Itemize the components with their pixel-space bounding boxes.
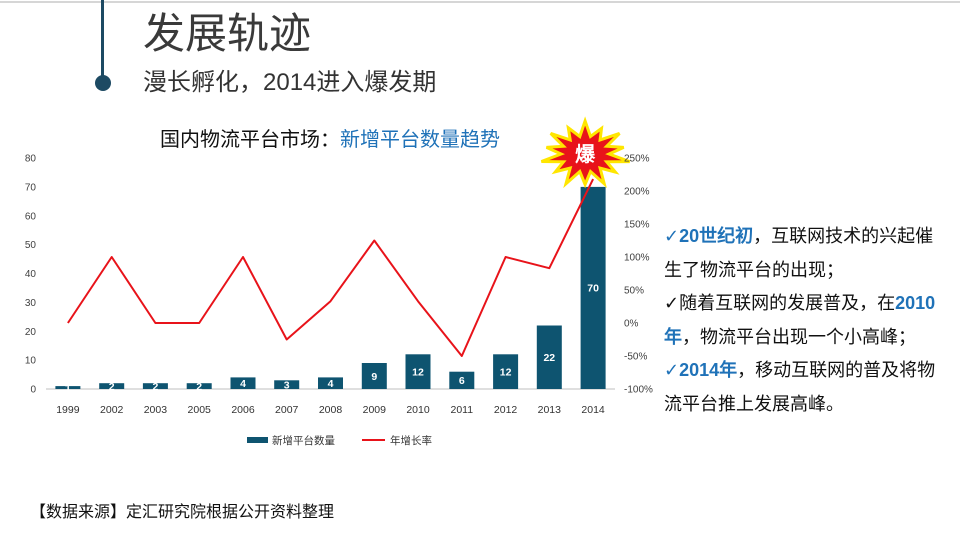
bar-2003 — [142, 383, 168, 389]
y-left-tick-label-8: 80 — [25, 154, 37, 165]
explosion-burst-shape — [540, 116, 631, 189]
data-label-2013: 22 — [543, 352, 555, 364]
platform-growth-chart: 0 10 20 30 40 50 60 70 80 1 1999 2 2002 2 2003 2 2005 4 20… — [25, 116, 653, 447]
data-label-2006: 4 — [240, 378, 246, 390]
legend-label-bar: 新增平台数量 — [272, 434, 335, 447]
key-point-highlight: ✓2014年 — [664, 360, 738, 380]
key-point-highlight: 2010年 — [664, 293, 936, 347]
x-tick-label-2002: 2002 — [100, 404, 124, 416]
y-left-tick-label-6: 60 — [25, 211, 37, 222]
bar-2006 — [230, 377, 256, 389]
data-label-2002: 2 — [109, 381, 115, 393]
x-tick-label-2010: 2010 — [406, 404, 430, 416]
data-label-2003: 2 — [152, 381, 158, 393]
x-tick-label-2014: 2014 — [581, 404, 605, 416]
y-right-tick-label-4: 100% — [624, 253, 650, 264]
y-right-tick-label-6: 200% — [624, 187, 650, 198]
key-point-text: ✓随着互联网的发展普及，在 — [664, 293, 896, 313]
key-point-3: ✓2014年，移动互联网的普及将物流平台推上发展高峰。 — [664, 354, 948, 421]
y-left-tick-label-7: 70 — [25, 182, 37, 193]
growth-rate-line — [67, 178, 594, 357]
legend-swatch-bar — [247, 437, 268, 443]
y-left-tick-label-2: 20 — [25, 327, 37, 338]
y-left-tick-label-0: 0 — [30, 385, 36, 396]
y-left-tick-label-4: 40 — [25, 269, 37, 280]
bar-1999 — [55, 386, 81, 389]
y-right-tick-label-2: 0% — [624, 319, 639, 330]
top-rule — [0, 1, 960, 3]
bar-2002 — [99, 383, 125, 389]
x-tick-label-2003: 2003 — [144, 404, 168, 416]
bar-2005 — [186, 383, 212, 389]
bar-2014 — [580, 186, 606, 389]
data-label-2009: 9 — [371, 371, 377, 383]
slide-title: 发展轨迹 — [143, 10, 312, 57]
y-right-tick-label-1: -50% — [624, 352, 647, 363]
bar-2009 — [361, 363, 387, 389]
key-point-text: ，移动互联网的普及将物流平台推上发展高峰。 — [664, 360, 936, 414]
chart-title: 国内物流平台市场：新增平台数量趋势 — [160, 126, 500, 153]
y-left-tick-label-5: 50 — [25, 240, 37, 251]
key-point-highlight: ✓20世纪初 — [664, 226, 754, 246]
bar-2011 — [449, 371, 475, 389]
x-tick-label-2005: 2005 — [188, 404, 212, 416]
data-label-1999: 1 — [65, 382, 71, 394]
slide-subtitle: 漫长孵化，2014进入爆发期 — [143, 69, 437, 96]
timeline-decoration-dot — [95, 75, 111, 91]
data-label-2007: 3 — [284, 380, 290, 392]
x-tick-label-1999: 1999 — [56, 404, 80, 416]
chart-title-prefix: 国内物流平台市场： — [160, 127, 340, 151]
y-left-tick-label-3: 30 — [25, 298, 37, 309]
bar-2013 — [536, 325, 562, 389]
y-right-tick-label-7: 250% — [624, 154, 650, 165]
timeline-decoration-line — [101, 0, 104, 76]
key-points: ✓20世纪初，互联网技术的兴起催生了物流平台的出现； ✓随着互联网的发展普及，在2… — [664, 220, 948, 421]
y-right-tick-label-3: 50% — [624, 286, 644, 297]
data-label-2014: 70 — [587, 283, 599, 295]
legend-label-line: 年增长率 — [390, 434, 432, 447]
bar-2008 — [318, 377, 343, 389]
data-label-2008: 4 — [328, 378, 334, 390]
bar-2010 — [405, 354, 431, 389]
x-tick-label-2008: 2008 — [319, 404, 343, 416]
x-tick-label-2012: 2012 — [494, 404, 518, 416]
data-label-2005: 2 — [196, 381, 202, 393]
key-point-text: ，互联网技术的兴起催生了物流平台的出现； — [664, 226, 934, 280]
key-point-1: ✓20世纪初，互联网技术的兴起催生了物流平台的出现； — [664, 220, 948, 287]
data-label-2011: 6 — [459, 375, 465, 387]
explosion-callout-label: 爆 — [575, 143, 596, 166]
key-point-text: ，物流平台出现一个小高峰； — [682, 326, 916, 347]
data-source-note: 【数据来源】定汇研究院根据公开资料整理 — [30, 502, 335, 521]
x-tick-label-2009: 2009 — [363, 404, 387, 416]
y-right-tick-label-5: 150% — [624, 220, 650, 231]
y-left-tick-label-1: 10 — [25, 356, 37, 367]
y-right-tick-label-0: -100% — [624, 385, 653, 396]
key-point-2: ✓随着互联网的发展普及，在2010年，物流平台出现一个小高峰； — [664, 287, 948, 354]
x-tick-label-2011: 2011 — [451, 404, 474, 416]
bar-2012 — [493, 354, 519, 389]
chart-legend: 新增平台数量 年增长率 — [247, 434, 432, 447]
explosion-callout: 爆 — [540, 116, 631, 189]
x-tick-label-2006: 2006 — [231, 404, 255, 416]
bar-2007 — [274, 380, 300, 389]
x-tick-label-2007: 2007 — [275, 404, 299, 416]
chart-title-highlight: 新增平台数量趋势 — [340, 129, 500, 151]
data-label-2012: 12 — [500, 367, 512, 379]
data-label-2010: 12 — [412, 367, 424, 379]
x-tick-label-2013: 2013 — [538, 404, 562, 416]
